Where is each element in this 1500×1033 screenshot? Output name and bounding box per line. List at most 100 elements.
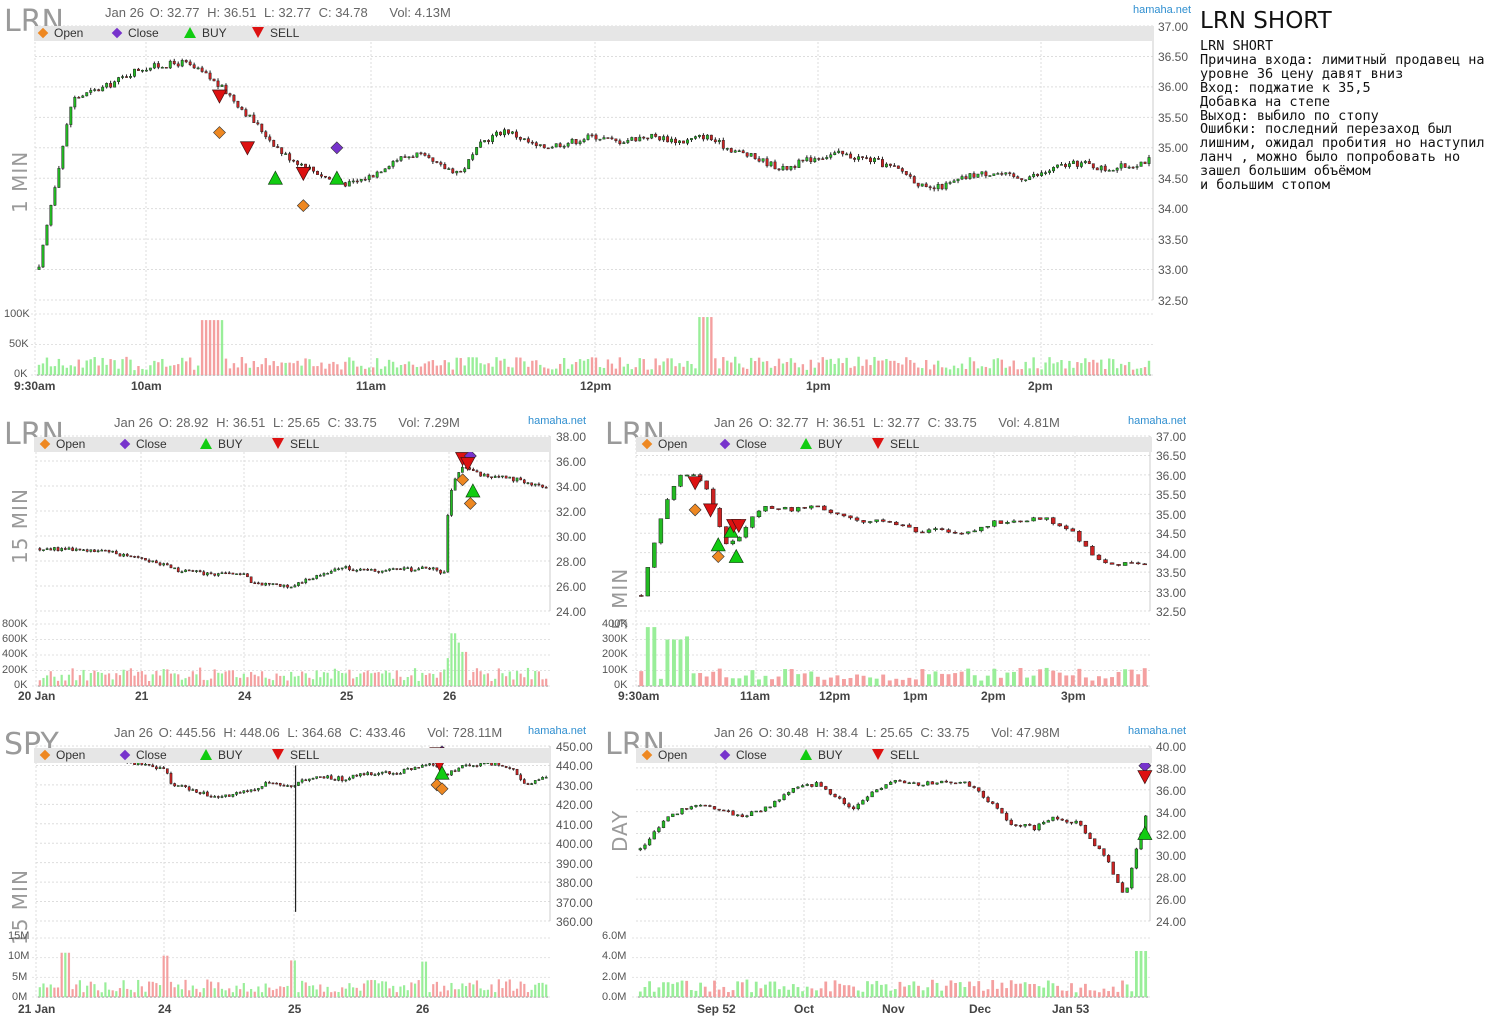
candle-body	[475, 470, 479, 473]
volume-bar	[148, 981, 151, 997]
candle-body	[359, 178, 363, 182]
volume-bar	[413, 983, 417, 997]
close-marker-icon	[719, 749, 731, 761]
candle-body	[717, 508, 722, 527]
brand-link[interactable]: hamaha.net	[1128, 415, 1187, 427]
volume-bar	[822, 679, 827, 686]
brand-link[interactable]: hamaha.net	[1133, 4, 1192, 16]
chart-svg-5min[interactable]	[600, 410, 1200, 710]
volume-bar	[953, 673, 958, 686]
candle-body	[187, 569, 191, 572]
volume-bar	[97, 990, 100, 997]
volume-bar	[417, 680, 420, 686]
volume-tick: 0.0M	[602, 991, 627, 1003]
candle-body	[530, 482, 533, 486]
candle-body	[745, 815, 749, 818]
volume-bar	[97, 672, 100, 686]
candle-body	[464, 764, 468, 767]
volume-bar	[940, 673, 944, 686]
volume-bar	[195, 674, 198, 686]
candle-body	[117, 77, 121, 82]
volume-bar	[670, 358, 673, 375]
brand-link[interactable]: hamaha.net	[528, 415, 587, 427]
candle-body	[196, 67, 200, 70]
volume-bar	[727, 992, 730, 997]
candle-body	[930, 781, 935, 785]
candle-body	[137, 68, 140, 71]
volume-bar	[534, 984, 537, 997]
candle-body	[666, 816, 670, 822]
candle-body	[264, 131, 268, 138]
candle-body	[109, 83, 113, 88]
volume-bar	[495, 357, 498, 375]
y-tick: 26.00	[1156, 893, 1187, 907]
x-tick: 24	[238, 689, 252, 703]
volume-bar	[457, 642, 460, 686]
candle-body	[417, 568, 421, 571]
candle-body	[976, 173, 980, 178]
candle-body	[363, 178, 367, 181]
candle-body	[898, 780, 902, 782]
volume-bar	[133, 675, 136, 686]
candle-body	[428, 567, 431, 570]
candle-body	[366, 569, 370, 571]
candle-body	[853, 157, 857, 160]
sell-marker	[295, 167, 311, 182]
brand-link[interactable]: hamaha.net	[528, 725, 587, 737]
candle-body	[423, 153, 427, 156]
volume-bar	[694, 368, 697, 375]
volume-bar	[377, 672, 380, 686]
candle-body	[519, 477, 523, 481]
candle-body	[845, 153, 849, 156]
chart-svg-spy[interactable]	[0, 720, 600, 1033]
candle-body	[759, 810, 763, 813]
volume-bar	[126, 670, 129, 686]
info-low: L: 364.68	[287, 725, 342, 740]
volume-bar	[887, 680, 892, 686]
candle-body	[1037, 517, 1043, 520]
candle-body	[286, 785, 289, 787]
volume-bar	[539, 364, 542, 375]
volume-bar	[736, 981, 740, 997]
brand-link[interactable]: hamaha.net	[1128, 725, 1187, 737]
volume-bar	[356, 366, 359, 375]
x-tick: 26	[443, 689, 457, 703]
volume-bar	[177, 674, 180, 686]
candle-body	[65, 124, 69, 147]
x-tick: 10am	[131, 379, 162, 393]
volume-bar	[750, 670, 755, 686]
chart-svg-15min[interactable]	[0, 410, 600, 710]
volume-bar	[1033, 983, 1036, 997]
volume-bar	[333, 668, 336, 686]
volume-bar	[508, 671, 511, 686]
candle-body	[329, 775, 333, 780]
buy-marker-icon	[800, 749, 812, 760]
volume-bar	[290, 960, 293, 997]
volume-bar	[77, 359, 80, 375]
chart-svg-1min[interactable]	[0, 0, 1200, 395]
candle-body	[1016, 176, 1020, 179]
candle-body	[1099, 165, 1103, 171]
volume-bar	[861, 675, 866, 686]
chart-svg-day[interactable]	[600, 720, 1200, 1033]
legend-close: Close	[736, 748, 767, 762]
candle-body	[797, 159, 801, 168]
volume-bar	[685, 636, 689, 686]
candle-body	[355, 570, 359, 572]
volume-bar	[853, 366, 856, 375]
volume-bar	[503, 358, 506, 375]
candle-body	[658, 136, 662, 141]
volume-bar	[1123, 669, 1128, 686]
candle-body	[763, 806, 768, 812]
volume-bar	[821, 357, 824, 375]
candle-body	[191, 789, 195, 791]
volume-bar	[89, 981, 92, 997]
volume-bar	[778, 989, 781, 997]
volume-bar	[395, 670, 398, 686]
volume-bar	[870, 984, 874, 997]
volume-bar	[519, 673, 522, 686]
candle-body	[89, 549, 93, 552]
volume-bar	[543, 367, 546, 375]
volume-bar	[1097, 992, 1101, 997]
legend-buy: BUY	[202, 26, 227, 40]
